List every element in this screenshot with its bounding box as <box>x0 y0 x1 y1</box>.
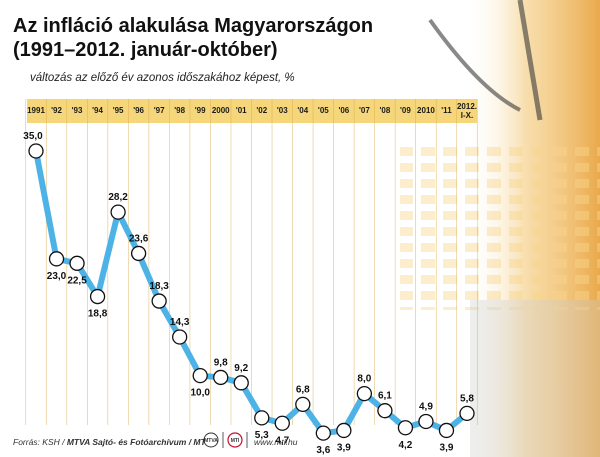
data-point <box>377 403 393 419</box>
x-tick-label: 1991 <box>27 106 45 115</box>
x-tick-label: '09 <box>400 106 411 115</box>
data-point <box>274 415 290 431</box>
data-point <box>336 422 352 439</box>
x-axis-ticks: 1991 '92 '93 '94 '95 '96 '97 '98 '99 2000 '01 '02 '0… <box>27 102 477 120</box>
x-tick-label: '07 <box>359 106 370 115</box>
x-tick-label: '96 <box>133 106 144 115</box>
x-axis-band <box>27 99 477 123</box>
value-labels: 35,0 23,0 22,5 18,8 28,2 23,6 18,3 14,3 10,0 9,8 9… <box>23 131 474 456</box>
x-tick-label: '92 <box>51 106 62 115</box>
data-point <box>356 385 373 402</box>
x-tick-label: '95 <box>113 106 124 115</box>
x-tick-label: '03 <box>277 106 288 115</box>
value-label: 23,0 <box>47 271 67 282</box>
data-point <box>110 204 126 220</box>
value-label: 9,2 <box>234 363 248 374</box>
chart-subtitle: változás az előző év azonos időszakához … <box>30 72 295 84</box>
value-label: 4,9 <box>419 401 433 412</box>
value-label: 5,8 <box>460 393 474 404</box>
data-point <box>438 422 455 439</box>
mti-logo-text: MTI <box>231 438 240 444</box>
source-prefix: Forrás: KSH / <box>13 437 67 447</box>
series-line <box>33 148 470 437</box>
value-label: 28,2 <box>108 192 128 203</box>
value-label: 3,9 <box>337 442 351 453</box>
x-tick-label: '06 <box>338 106 349 115</box>
value-label: 10,0 <box>190 388 210 399</box>
data-point <box>48 251 65 267</box>
chart-title-line-2: (1991–2012. január-október) <box>13 39 278 61</box>
x-tick-label: '93 <box>72 106 83 115</box>
data-point <box>213 369 229 386</box>
x-tick-label: '04 <box>297 106 308 115</box>
value-label: 6,8 <box>296 384 310 395</box>
data-point <box>295 396 311 413</box>
x-tick-label: '11 <box>441 106 452 115</box>
data-point <box>397 420 414 436</box>
source-note: Forrás: KSH / MTVA Sajtó- és Fotóarchívu… <box>13 437 209 447</box>
x-tick-label: '98 <box>174 106 185 115</box>
value-label: 8,0 <box>357 374 371 385</box>
chart-header: Az infláció alakulása Magyarországon (19… <box>13 15 373 84</box>
value-label: 6,1 <box>378 391 392 402</box>
data-point <box>254 410 270 426</box>
x-tick-label: '05 <box>318 106 329 115</box>
data-point <box>315 425 331 441</box>
value-label: 35,0 <box>23 131 43 142</box>
x-tick-label: '97 <box>154 106 165 115</box>
value-label: 3,9 <box>440 442 454 453</box>
data-point <box>233 375 249 391</box>
data-point <box>89 288 106 305</box>
data-point <box>28 143 44 159</box>
value-label: 18,8 <box>88 309 108 320</box>
data-point <box>192 367 208 384</box>
value-label: 14,3 <box>170 317 190 328</box>
x-tick-label: 2012. I-X. <box>457 102 477 120</box>
value-label: 22,5 <box>67 275 87 286</box>
value-label: 4,7 <box>275 435 289 446</box>
value-label: 18,3 <box>149 281 169 292</box>
data-point <box>418 413 434 430</box>
x-tick-label: '94 <box>92 106 103 115</box>
inflation-series <box>28 143 475 441</box>
x-tick-label: '99 <box>195 106 206 115</box>
x-tick-label: 2010 <box>417 106 435 115</box>
x-tick-label: '01 <box>236 106 247 115</box>
value-label: 5,3 <box>255 430 269 441</box>
x-tick-label: '02 <box>256 106 267 115</box>
x-tick-label: 2000 <box>212 106 230 115</box>
value-label: 4,2 <box>398 440 412 451</box>
source-agency: MTVA Sajtó- és Fotóarchívum / MTI <box>67 437 209 447</box>
data-point <box>172 329 188 345</box>
value-label: 23,6 <box>129 233 149 244</box>
chart-title-line-1: Az infláció alakulása Magyarországon <box>13 15 373 37</box>
mti-logo: MTI <box>227 432 243 448</box>
mtva-logo: MTVA <box>203 432 219 448</box>
data-point <box>151 293 167 309</box>
value-label: 3,6 <box>316 445 330 456</box>
data-point <box>69 255 85 271</box>
data-point <box>130 245 147 262</box>
website: www.mti.hu <box>254 437 298 447</box>
x-tick-label: '08 <box>379 106 390 115</box>
background-photo <box>300 0 600 457</box>
footer: Forrás: KSH / MTVA Sajtó- és Fotóarchívu… <box>13 432 298 448</box>
value-label: 9,8 <box>214 357 228 368</box>
mtva-logo-text: MTVA <box>204 438 218 444</box>
data-point <box>459 405 475 422</box>
